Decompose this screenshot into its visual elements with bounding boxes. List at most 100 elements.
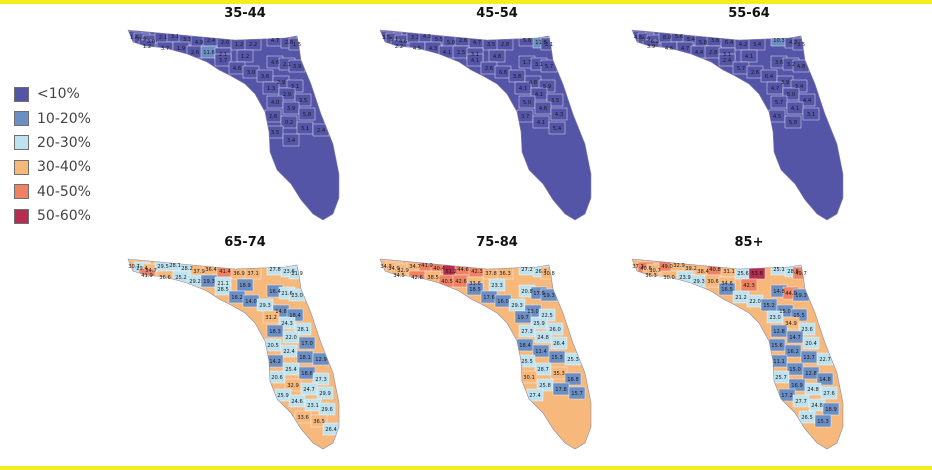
county-value-label: 3.7: [521, 114, 529, 120]
county-value-label: 2.5: [457, 50, 465, 56]
county-cell: [466, 53, 484, 67]
county-value-label: 16.2: [787, 349, 799, 355]
county-value-label: 4.5: [773, 114, 781, 120]
county-value-label: 4.2: [789, 40, 797, 46]
county-value-label: 24.8: [807, 387, 819, 393]
county-value-label: 11.1: [773, 359, 785, 365]
county-value-label: 5.4: [553, 126, 562, 132]
county-value-label: 25.7: [775, 375, 787, 381]
county-value-label: 26.4: [553, 341, 565, 347]
county-value-label: 4.3: [423, 34, 431, 40]
county-value-label: 5.4: [687, 37, 696, 43]
county-value-label: 35.3: [553, 371, 565, 377]
county-value-label: 37.9: [193, 269, 205, 275]
county-value-label: 2.4: [723, 58, 732, 64]
county-value-label: 13.0: [527, 309, 539, 315]
county-value-label: 4.8: [493, 54, 501, 60]
county-value-label: 4.4: [695, 50, 704, 56]
county-cells: [128, 30, 330, 147]
county-value-label: 25.4: [285, 367, 297, 373]
county-value-label: 36.9: [233, 271, 245, 277]
county-value-label: 2.1: [283, 62, 291, 68]
county-cells: [632, 259, 840, 428]
county-value-label: 21.9: [291, 271, 303, 277]
county-value-label: 5.6: [523, 38, 531, 44]
county-value-label: 3.1: [291, 84, 299, 90]
county-value-label: 5.6: [675, 34, 683, 40]
panel-title: 55-64: [728, 6, 770, 21]
county-value-label: 19.3: [203, 279, 215, 285]
county-value-label: 42.6: [411, 275, 423, 281]
county-value-label: 24.6: [291, 399, 303, 405]
county-value-label: 4.1: [745, 54, 753, 60]
county-value-label: 29.3: [693, 279, 705, 285]
county-value-label: 2.6: [459, 38, 467, 44]
county-value-label: 36.5: [313, 419, 325, 425]
county-value-label: 4.7: [681, 46, 689, 52]
legend-item: 50-60%: [14, 204, 91, 228]
county-value-label: 5.9: [642, 37, 650, 43]
county-value-label: 25.3: [567, 357, 579, 363]
county-value-label: 40.8: [709, 267, 721, 273]
legend-swatch: [14, 111, 29, 127]
county-value-label: 5.8: [303, 112, 311, 118]
county-value-label: 14.8: [819, 377, 831, 383]
county-value-label: 12.8: [805, 371, 817, 377]
legend-swatch: [14, 135, 29, 151]
county-value-label: 17.8: [555, 387, 567, 393]
county-value-label: 4.6: [271, 60, 279, 66]
county-cell: [466, 282, 484, 296]
county-value-label: 16.4: [269, 289, 281, 295]
county-value-label: 17.0: [301, 341, 313, 347]
county-value-label: 3.2: [411, 35, 419, 41]
county-value-label: 4.1: [537, 120, 545, 126]
county-value-label: 24.7: [303, 387, 315, 393]
florida-map: 30.729.434.729.5 28.1 28.2 37.9 36.4 41.4 36.9…: [127, 258, 340, 450]
county-value-label: 4.7: [271, 38, 279, 44]
county-value-label: 33.6: [469, 281, 481, 287]
map-panel-35-44: 35-44 1.4 0.9 3.0 2.1 3.1 3.3 4.9 2.4 2.0 1.2 2.2 4…: [125, 6, 365, 231]
county-value-label: 18.9: [239, 283, 251, 289]
county-value-label: 14.0: [245, 299, 257, 305]
county-value-label: 22.4: [283, 349, 295, 355]
county-value-label: 15.3: [817, 419, 829, 425]
county-value-label: 25.2: [175, 275, 187, 281]
map-panel-75-84: 75-84 34.3 34.9 32.9 34.7 41.9 40.4 51.2 44.6 42…: [377, 235, 617, 460]
county-value-label: 1.7: [523, 60, 531, 66]
county-value-label: 5.7: [737, 66, 745, 72]
county-cell: [298, 107, 316, 121]
county-value-label: 4.3: [429, 46, 437, 52]
panel-title: 65-74: [224, 235, 266, 250]
county-cell: [718, 53, 736, 67]
florida-map: 3.5 5.1 4.63.2 4.3 5.5 5.0 2.6 4.7 3.5 2.85.6 11.8…: [379, 29, 592, 221]
county-value-label: 4.7: [771, 86, 779, 92]
county-value-label: 12.9: [315, 357, 327, 363]
county-value-label: 20.6: [271, 375, 283, 381]
county-value-label: 29.3: [259, 303, 271, 309]
county-value-label: 42.3: [471, 269, 483, 275]
county-cell: [312, 372, 330, 386]
county-value-label: 2.6: [191, 50, 199, 56]
county-value-label: 2.1: [545, 42, 553, 48]
county-value-label: 1.4: [130, 35, 139, 41]
county-value-label: 3.1: [723, 52, 731, 58]
county-value-label: 32.9: [397, 268, 409, 274]
county-value-label: 32.9: [673, 263, 685, 269]
county-value-label: 24.8: [537, 335, 549, 341]
county-value-label: 3.6: [711, 38, 719, 44]
county-value-label: 4.7: [473, 40, 481, 46]
county-value-label: 25.1: [773, 267, 785, 273]
county-value-label: 34.7: [145, 268, 157, 274]
county-value-label: 2.6: [751, 70, 759, 76]
county-value-label: 4.6: [399, 39, 407, 45]
county-value-label: 3.5: [299, 98, 307, 104]
county-value-label: 30.6: [707, 279, 719, 285]
county-value-label: 28.2: [181, 266, 193, 272]
county-value-label: 15.0: [789, 367, 801, 373]
map-panel-85-plus: 85+ 37.3 40.6 30.7 49.0 32.9 39.2 38.4 40.8 31.1…: [629, 235, 869, 460]
county-value-label: 5.7: [775, 100, 783, 106]
county-value-label: 23.9: [679, 275, 691, 281]
county-value-label: 28.5: [217, 287, 229, 293]
county-value-label: 40.6: [640, 266, 652, 272]
county-value-label: 3.1: [301, 126, 309, 132]
